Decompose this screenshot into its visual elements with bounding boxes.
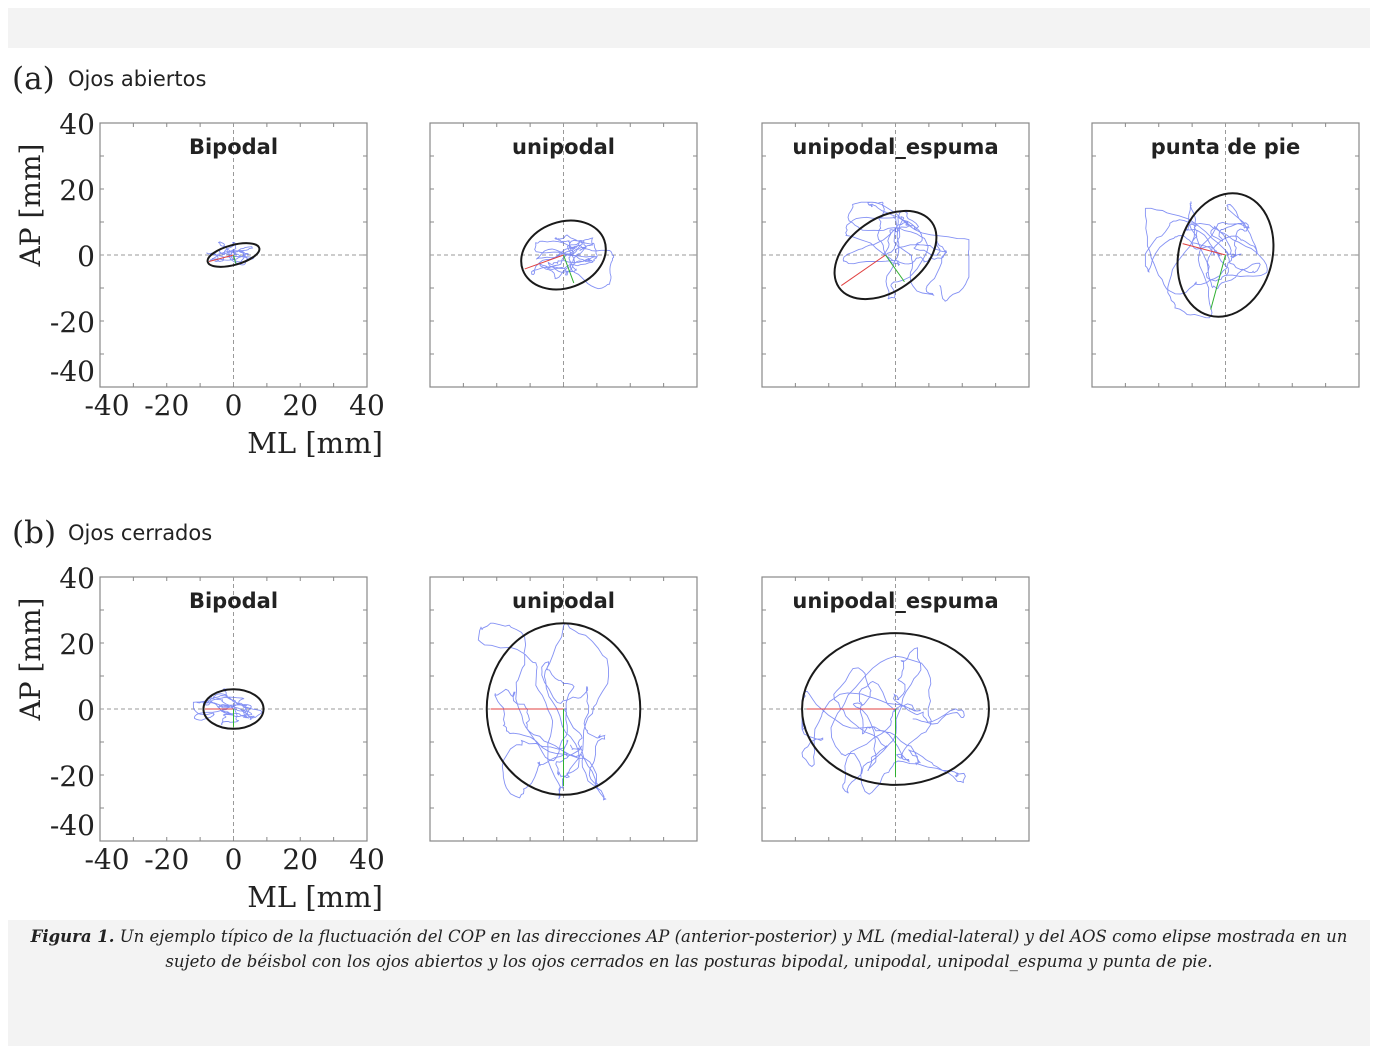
x-tick-label: 20 bbox=[282, 389, 318, 422]
panel-title: Bipodal bbox=[189, 135, 278, 159]
x-axis-label-a: ML [mm] bbox=[247, 426, 383, 460]
y-tick-label: 0 bbox=[77, 694, 95, 727]
cop-trace bbox=[1144, 201, 1268, 319]
cop-trace bbox=[477, 622, 610, 801]
row-title-a: Ojos abiertos bbox=[68, 67, 206, 91]
row-prefix-b: (b) bbox=[12, 515, 56, 551]
aos-ellipse bbox=[485, 622, 642, 796]
caption-band bbox=[8, 920, 1370, 1046]
panel-title: Bipodal bbox=[189, 589, 278, 613]
top-band bbox=[8, 8, 1370, 48]
y-tick-label: -40 bbox=[50, 355, 95, 388]
panel-a-0 bbox=[99, 122, 368, 388]
panel-b-0 bbox=[99, 576, 368, 842]
minor-axis-marker bbox=[1210, 254, 1226, 310]
caption-text: Un ejemplo típico de la fluctuación del … bbox=[114, 927, 1348, 971]
x-tick-label: -20 bbox=[144, 843, 189, 876]
panel-title: unipodal_espuma bbox=[792, 589, 998, 613]
cop-trace bbox=[801, 647, 966, 795]
y-axis-label-b: AP [mm] bbox=[14, 598, 47, 722]
y-tick-label: -20 bbox=[50, 760, 95, 793]
panel-a-3 bbox=[1091, 122, 1360, 388]
y-tick-label: 20 bbox=[59, 174, 95, 207]
y-tick-label: 20 bbox=[59, 628, 95, 661]
x-axis-label-b: ML [mm] bbox=[247, 880, 383, 914]
cop-figure: (a) Ojos abiertos AP [mm] Bipodal unipodal un… bbox=[12, 61, 1360, 914]
major-axis-marker bbox=[208, 254, 234, 262]
x-tick-label: 40 bbox=[349, 389, 385, 422]
cop-trace bbox=[192, 688, 263, 726]
x-tick-label: 0 bbox=[225, 843, 243, 876]
y-tick-label: -40 bbox=[50, 809, 95, 842]
panel-title: unipodal bbox=[512, 135, 615, 159]
major-axis-marker bbox=[524, 254, 564, 270]
panel-a-1 bbox=[429, 122, 698, 388]
major-axis-marker bbox=[1182, 243, 1226, 256]
minor-axis-marker bbox=[885, 254, 905, 283]
minor-axis-marker bbox=[563, 254, 575, 284]
x-tick-label: -20 bbox=[144, 389, 189, 422]
cop-trace bbox=[842, 201, 970, 302]
aos-ellipse bbox=[801, 632, 990, 786]
y-tick-label: -20 bbox=[50, 306, 95, 339]
x-tick-label: -40 bbox=[84, 389, 129, 422]
major-axis-marker bbox=[841, 254, 886, 286]
y-tick-label: 0 bbox=[77, 240, 95, 273]
y-tick-label: 40 bbox=[59, 562, 95, 595]
y-tick-label: 40 bbox=[59, 108, 95, 141]
caption-label: Figura 1. bbox=[30, 927, 115, 946]
panel-title: unipodal bbox=[512, 589, 615, 613]
panel-b-2 bbox=[761, 576, 1030, 842]
minor-axis-marker bbox=[233, 254, 237, 264]
x-tick-label: 40 bbox=[349, 843, 385, 876]
row-prefix-a: (a) bbox=[12, 61, 55, 97]
panel-b-1 bbox=[429, 576, 698, 842]
y-axis-label-a: AP [mm] bbox=[14, 144, 47, 268]
x-tick-label: -40 bbox=[84, 843, 129, 876]
x-tick-label: 20 bbox=[282, 843, 318, 876]
x-tick-label: 0 bbox=[225, 389, 243, 422]
aos-ellipse bbox=[520, 219, 607, 291]
aos-ellipse bbox=[833, 209, 938, 301]
aos-ellipse bbox=[1176, 192, 1275, 318]
cop-trace bbox=[531, 234, 615, 290]
panel-title: punta de pie bbox=[1151, 135, 1301, 159]
figure-caption: Figura 1. Un ejemplo típico de la fluctu… bbox=[8, 924, 1370, 974]
panel-a-2 bbox=[761, 122, 1030, 388]
aos-ellipse bbox=[206, 242, 261, 268]
row-title-b: Ojos cerrados bbox=[68, 521, 212, 545]
panel-title: unipodal_espuma bbox=[792, 135, 998, 159]
aos-ellipse bbox=[202, 688, 265, 730]
